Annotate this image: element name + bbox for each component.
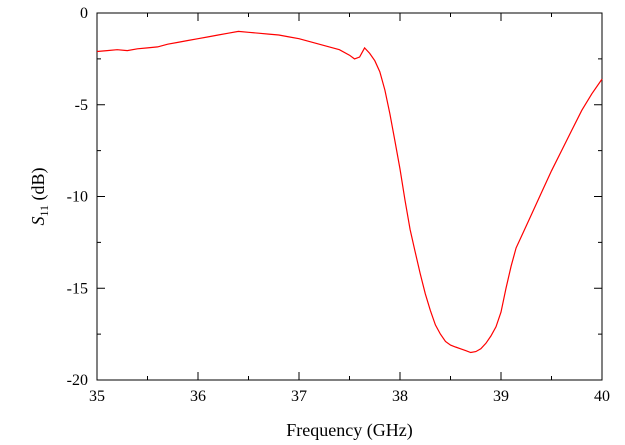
y-tick-label: -5 bbox=[75, 97, 88, 114]
y-axis-label-sub: 11 bbox=[37, 205, 51, 217]
y-tick-label: 0 bbox=[80, 5, 88, 22]
s11-series-line bbox=[96, 30, 603, 354]
x-tick-label: 36 bbox=[190, 388, 206, 405]
axis-ticks bbox=[96, 12, 603, 381]
y-tick-label: -10 bbox=[67, 189, 88, 206]
x-tick-label: 35 bbox=[89, 388, 105, 405]
y-tick-label: -20 bbox=[67, 372, 88, 389]
y-tick-label: -15 bbox=[67, 280, 88, 297]
plot-frame bbox=[96, 12, 603, 381]
y-axis-label-suffix: (dB) bbox=[28, 167, 49, 205]
x-tick-label: 39 bbox=[493, 388, 509, 405]
x-tick-label: 37 bbox=[291, 388, 307, 405]
x-tick-label: 38 bbox=[392, 388, 408, 405]
x-tick-labels: 35 36 37 38 39 40 bbox=[89, 388, 610, 405]
y-axis-label-main: S bbox=[28, 217, 48, 226]
x-tick-label: 40 bbox=[594, 388, 610, 405]
y-tick-labels: 0 -5 -10 -15 -20 bbox=[67, 5, 88, 389]
y-axis-label: S11 (dB) bbox=[28, 167, 51, 225]
x-axis-label: Frequency (GHz) bbox=[286, 420, 412, 441]
